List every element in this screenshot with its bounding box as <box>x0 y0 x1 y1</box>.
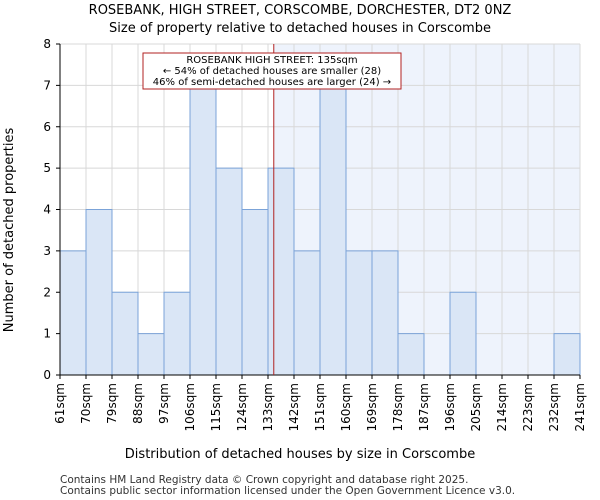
bar <box>241 209 269 376</box>
annotation-line-2: ← 54% of detached houses are smaller (28… <box>163 66 381 77</box>
x-tick-label: 142sqm <box>287 383 301 431</box>
x-tick-label: 70sqm <box>79 383 93 424</box>
x-tick-label: 196sqm <box>443 383 457 431</box>
bar <box>215 167 243 376</box>
y-tick-label: 4 <box>43 203 51 217</box>
bar <box>553 333 581 376</box>
x-tick-label: 124sqm <box>235 383 249 431</box>
footer-line-1: Contains HM Land Registry data © Crown c… <box>60 474 468 486</box>
y-tick-label: 3 <box>43 244 51 258</box>
bar <box>293 250 321 376</box>
x-tick-label: 106sqm <box>183 383 197 431</box>
x-tick-label: 97sqm <box>157 383 171 424</box>
x-tick-label: 88sqm <box>131 383 145 424</box>
bar <box>163 291 191 376</box>
x-tick-label: 178sqm <box>391 383 405 431</box>
bar <box>319 84 347 376</box>
bar <box>345 250 373 376</box>
x-tick-label: 133sqm <box>261 383 275 431</box>
x-tick-label: 223sqm <box>521 383 535 431</box>
x-tick-labels: 61sqm 70sqm 79sqm 88sqm 97sqm 106sqm 115sqm 124… <box>53 375 587 431</box>
x-tick-label: 241sqm <box>573 383 587 431</box>
bar <box>267 167 295 376</box>
x-tick-label: 115sqm <box>209 383 223 431</box>
annotation-line-3: 46% of semi-detached houses are larger (… <box>153 77 391 88</box>
x-tick-label: 169sqm <box>365 383 379 431</box>
x-tick-label: 214sqm <box>495 383 509 431</box>
x-tick-label: 232sqm <box>547 383 561 431</box>
marker-annotation: ROSEBANK HIGH STREET: 135sqm ← 54% of de… <box>142 52 402 90</box>
annotation-line-1: ROSEBANK HIGH STREET: 135sqm <box>186 55 357 66</box>
bar <box>189 84 217 376</box>
x-tick-label: 187sqm <box>417 383 431 431</box>
footer-line-2: Contains public sector information licen… <box>60 485 515 497</box>
bar <box>449 291 477 376</box>
y-tick-label: 8 <box>43 37 51 51</box>
bar <box>371 250 399 376</box>
y-tick-label: 2 <box>43 285 51 299</box>
bar <box>397 333 425 376</box>
y-tick-label: 1 <box>43 327 51 341</box>
x-tick-label: 160sqm <box>339 383 353 431</box>
x-tick-label: 61sqm <box>53 383 67 424</box>
y-tick-labels: 0 1 2 3 4 5 6 7 8 <box>43 37 60 382</box>
x-tick-label: 205sqm <box>469 383 483 431</box>
chart-title: ROSEBANK, HIGH STREET, CORSCOMBE, DORCHE… <box>89 3 512 18</box>
y-tick-label: 5 <box>43 161 51 175</box>
bar <box>59 250 87 376</box>
bar <box>111 291 139 376</box>
bar <box>137 333 165 376</box>
y-axis-label: Number of detached properties <box>2 128 17 333</box>
y-tick-label: 7 <box>43 78 51 92</box>
annotation-box <box>142 52 402 90</box>
y-tick-label: 6 <box>43 120 51 134</box>
x-tick-label: 151sqm <box>313 383 327 431</box>
y-tick-label: 0 <box>43 368 51 382</box>
x-tick-label: 79sqm <box>105 383 119 424</box>
x-axis-label: Distribution of detached houses by size … <box>125 447 475 462</box>
bar <box>85 209 113 376</box>
chart-subtitle: Size of property relative to detached ho… <box>109 21 491 36</box>
bars <box>59 84 581 376</box>
